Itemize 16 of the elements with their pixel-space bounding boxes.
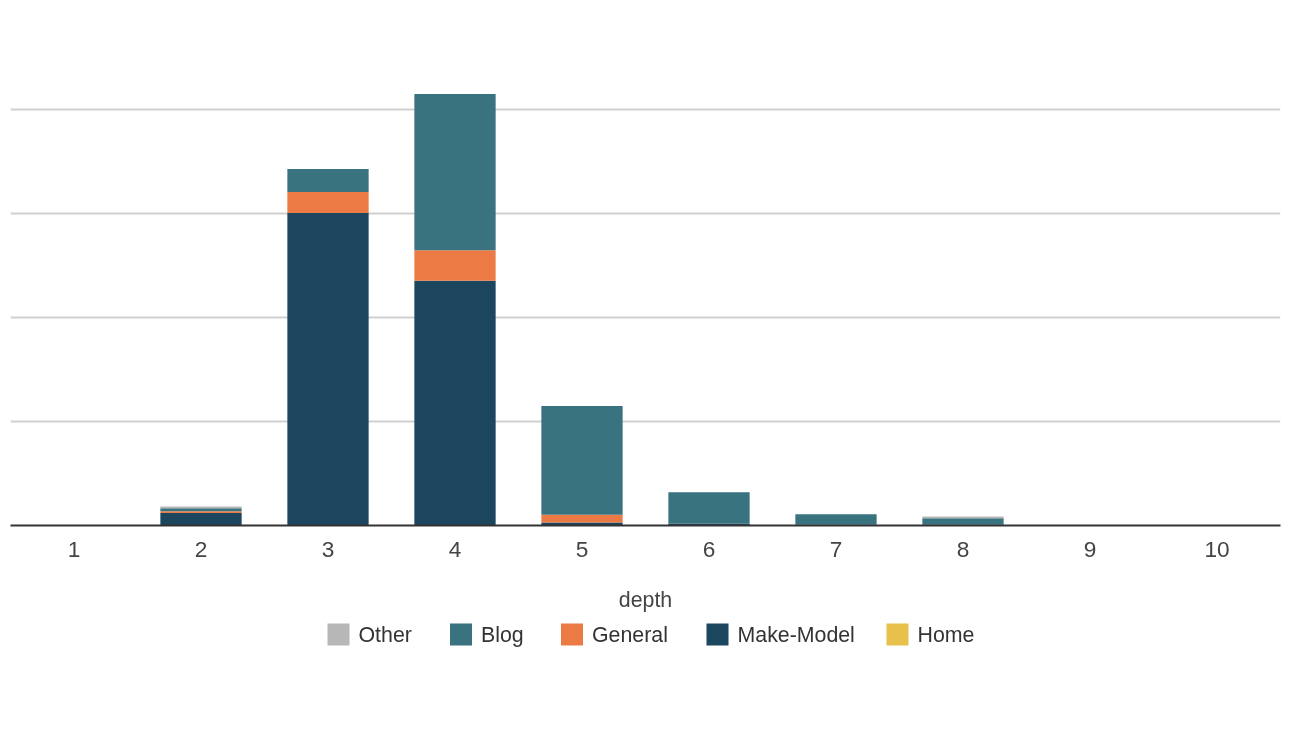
x-tick-label: 10	[1204, 535, 1230, 562]
legend-label: General	[592, 622, 668, 647]
x-axis-title: depth	[618, 587, 673, 612]
x-tick-label: 7	[829, 535, 843, 562]
x-tick-label: 3	[321, 535, 335, 562]
x-tick-label: 9	[1083, 535, 1097, 562]
x-tick-label: 1	[67, 535, 81, 562]
legend-label: Blog	[481, 622, 524, 647]
x-tick-label: 6	[702, 535, 716, 562]
legend-label: Make-Model	[737, 622, 855, 647]
x-tick-label: 8	[956, 535, 970, 562]
legend-label: Other	[358, 622, 412, 647]
x-tick-label: 5	[575, 535, 589, 562]
x-tick-label: 2	[194, 535, 208, 562]
x-tick-label: 4	[448, 535, 462, 562]
legend-label: Home	[917, 622, 975, 647]
